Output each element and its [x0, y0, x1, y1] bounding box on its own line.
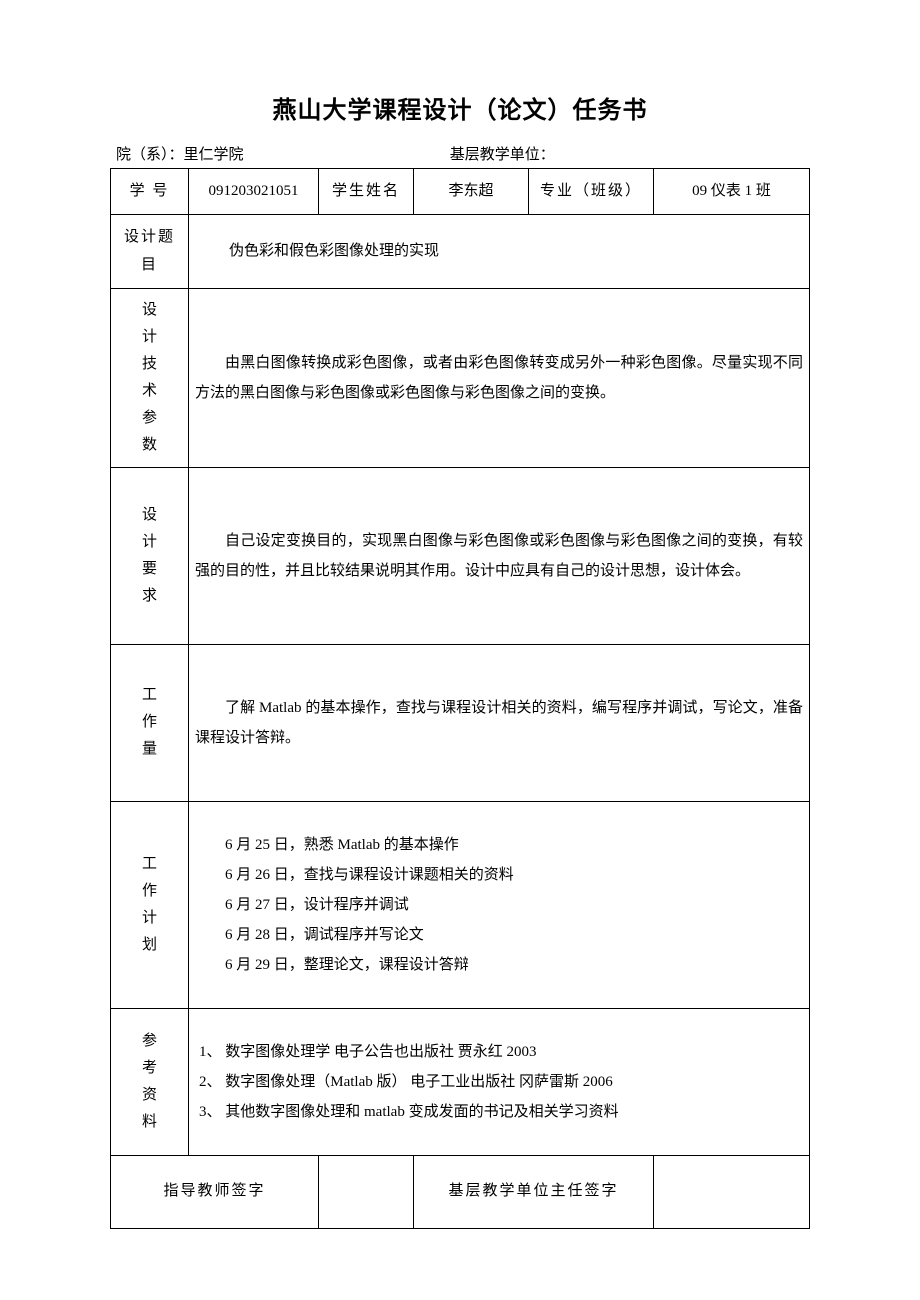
- plan-row: 工 作 计 划 6 月 25 日，熟悉 Matlab 的基本操作 6 月 26 …: [111, 801, 810, 1008]
- student-name-value: 李东超: [414, 169, 529, 215]
- requirements-row: 设 计 要 求 自己设定变换目的，实现黑白图像与彩色图像或彩色图像与彩色图像之间…: [111, 467, 810, 644]
- references-content: 1、 数字图像处理学 电子公告也出版社 贾永红 2003 2、 数字图像处理（M…: [189, 1008, 810, 1155]
- topic-value: 伪色彩和假色彩图像处理的实现: [189, 214, 810, 288]
- teacher-sign-value: [319, 1155, 414, 1228]
- dept-value: 里仁学院: [184, 147, 244, 163]
- tech-params-label: 设 计 技 术 参 数: [111, 288, 189, 467]
- task-table: 学 号 091203021051 学生姓名 李东超 专业（班级） 09 仪表 1…: [110, 168, 810, 1229]
- workload-content: 了解 Matlab 的基本操作，查找与课程设计相关的资料，编写程序并调试，写论文…: [189, 644, 810, 801]
- task-form-page: 燕山大学课程设计（论文）任务书 院（系）：里仁学院 基层教学单位： 学 号 09…: [0, 0, 920, 1289]
- reference-line: 2、 数字图像处理（Matlab 版） 电子工业出版社 冈萨雷斯 2006: [195, 1067, 803, 1097]
- plan-line: 6 月 29 日，整理论文，课程设计答辩: [195, 950, 803, 980]
- workload-label: 工 作 量: [111, 644, 189, 801]
- topic-row: 设计题目 伪色彩和假色彩图像处理的实现: [111, 214, 810, 288]
- tech-params-content: 由黑白图像转换成彩色图像，或者由彩色图像转变成另外一种彩色图像。尽量实现不同方法…: [189, 288, 810, 467]
- requirements-content: 自己设定变换目的，实现黑白图像与彩色图像或彩色图像与彩色图像之间的变换，有较强的…: [189, 467, 810, 644]
- unit-label: 基层教学单位：: [450, 147, 555, 163]
- student-id-value: 091203021051: [189, 169, 319, 215]
- plan-label: 工 作 计 划: [111, 801, 189, 1008]
- tech-params-row: 设 计 技 术 参 数 由黑白图像转换成彩色图像，或者由彩色图像转变成另外一种彩…: [111, 288, 810, 467]
- references-row: 参 考 资 料 1、 数字图像处理学 电子公告也出版社 贾永红 2003 2、 …: [111, 1008, 810, 1155]
- header-line: 院（系）：里仁学院 基层教学单位：: [110, 143, 810, 164]
- signature-row: 指导教师签字 基层教学单位主任签字: [111, 1155, 810, 1228]
- major-value: 09 仪表 1 班: [654, 169, 810, 215]
- workload-row: 工 作 量 了解 Matlab 的基本操作，查找与课程设计相关的资料，编写程序并…: [111, 644, 810, 801]
- plan-content: 6 月 25 日，熟悉 Matlab 的基本操作 6 月 26 日，查找与课程设…: [189, 801, 810, 1008]
- plan-line: 6 月 27 日，设计程序并调试: [195, 890, 803, 920]
- head-sign-label: 基层教学单位主任签字: [414, 1155, 654, 1228]
- topic-label: 设计题目: [111, 214, 189, 288]
- teacher-sign-label: 指导教师签字: [111, 1155, 319, 1228]
- student-id-label: 学 号: [111, 169, 189, 215]
- plan-line: 6 月 25 日，熟悉 Matlab 的基本操作: [195, 830, 803, 860]
- dept-label: 院（系）：: [116, 147, 184, 163]
- head-sign-value: [654, 1155, 810, 1228]
- plan-line: 6 月 28 日，调试程序并写论文: [195, 920, 803, 950]
- student-info-row: 学 号 091203021051 学生姓名 李东超 专业（班级） 09 仪表 1…: [111, 169, 810, 215]
- page-title: 燕山大学课程设计（论文）任务书: [110, 90, 810, 125]
- reference-line: 1、 数字图像处理学 电子公告也出版社 贾永红 2003: [195, 1037, 803, 1067]
- references-label: 参 考 资 料: [111, 1008, 189, 1155]
- requirements-label: 设 计 要 求: [111, 467, 189, 644]
- plan-line: 6 月 26 日，查找与课程设计课题相关的资料: [195, 860, 803, 890]
- reference-line: 3、 其他数字图像处理和 matlab 变成发面的书记及相关学习资料: [195, 1097, 803, 1127]
- student-name-label: 学生姓名: [319, 169, 414, 215]
- major-label: 专业（班级）: [529, 169, 654, 215]
